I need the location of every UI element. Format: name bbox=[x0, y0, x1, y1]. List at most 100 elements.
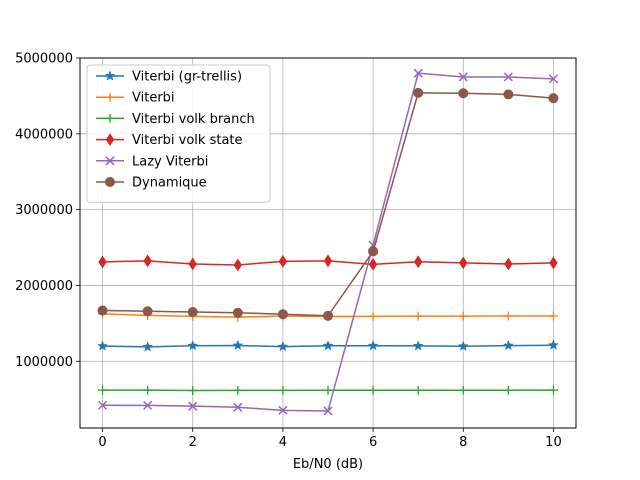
x-tick-label: 4 bbox=[279, 435, 287, 450]
series-0 bbox=[97, 339, 559, 352]
data-point bbox=[457, 340, 469, 351]
data-point bbox=[323, 310, 333, 321]
data-point bbox=[504, 257, 513, 271]
data-point bbox=[143, 254, 152, 268]
series-group bbox=[97, 68, 559, 416]
y-tick-label: 5000000 bbox=[15, 52, 73, 67]
legend-label: Viterbi (gr-trellis) bbox=[132, 70, 242, 85]
data-point bbox=[233, 385, 243, 395]
data-point bbox=[232, 339, 244, 351]
legend-marker bbox=[105, 113, 115, 123]
x-axis-label: Eb/N0 (dB) bbox=[293, 457, 363, 472]
data-point bbox=[97, 305, 108, 316]
y-tick-label: 1000000 bbox=[15, 355, 73, 370]
data-point bbox=[458, 385, 468, 395]
data-point bbox=[322, 340, 334, 351]
data-point bbox=[277, 340, 289, 352]
x-tick-label: 8 bbox=[459, 435, 467, 450]
data-point bbox=[277, 309, 288, 320]
data-point bbox=[323, 406, 333, 416]
data-point bbox=[502, 339, 514, 351]
legend-label: Viterbi volk branch bbox=[132, 112, 255, 127]
y-tick-label: 3000000 bbox=[15, 203, 73, 218]
data-point bbox=[233, 402, 243, 412]
legend-marker bbox=[105, 156, 115, 166]
data-point bbox=[413, 87, 424, 98]
data-point bbox=[187, 340, 199, 351]
data-point bbox=[458, 72, 468, 82]
data-point bbox=[142, 341, 154, 352]
legend-label: Dynamique bbox=[132, 176, 207, 191]
data-point bbox=[412, 340, 424, 351]
data-point bbox=[548, 311, 558, 321]
legend-marker bbox=[104, 70, 116, 81]
data-point bbox=[187, 306, 198, 317]
series-5 bbox=[97, 87, 559, 321]
data-point bbox=[413, 311, 423, 321]
data-point bbox=[142, 306, 153, 317]
legend-item: Dynamique bbox=[96, 176, 207, 191]
legend-item: Viterbi (gr-trellis) bbox=[96, 70, 242, 85]
data-point bbox=[413, 68, 423, 78]
x-tick-label: 0 bbox=[98, 435, 106, 450]
x-tick-label: 2 bbox=[189, 435, 197, 450]
data-point bbox=[368, 311, 378, 321]
legend-label: Lazy Viterbi bbox=[132, 154, 208, 169]
legend-box bbox=[86, 64, 271, 203]
legend-item: Lazy Viterbi bbox=[96, 154, 208, 169]
legend: Viterbi (gr-trellis) Viterbi Viterbi volk … bbox=[86, 64, 271, 203]
data-point bbox=[143, 385, 153, 395]
series-4 bbox=[98, 68, 558, 416]
series-2 bbox=[98, 385, 558, 395]
data-point bbox=[548, 385, 558, 395]
data-point bbox=[368, 385, 378, 395]
data-point bbox=[98, 255, 107, 269]
data-point bbox=[188, 257, 197, 271]
axis-ticks: 0 2 4 6 8 10 1000000 2000000 3000000 4000000 50000… bbox=[15, 52, 562, 451]
data-point bbox=[548, 339, 559, 350]
data-point bbox=[503, 385, 513, 395]
series-3 bbox=[98, 254, 558, 272]
y-tick-label: 4000000 bbox=[15, 127, 73, 142]
data-point bbox=[368, 257, 378, 271]
data-point bbox=[458, 88, 469, 99]
legend-item: Viterbi bbox=[96, 91, 175, 106]
data-point bbox=[458, 311, 468, 321]
data-point bbox=[548, 74, 558, 84]
data-point bbox=[413, 385, 423, 395]
x-tick-label: 10 bbox=[545, 435, 562, 450]
data-point bbox=[278, 385, 288, 395]
data-point bbox=[97, 340, 108, 351]
data-point bbox=[503, 89, 514, 100]
data-point bbox=[323, 385, 333, 395]
data-point bbox=[188, 401, 198, 411]
data-point bbox=[548, 93, 559, 104]
data-point bbox=[368, 246, 379, 257]
data-point bbox=[278, 254, 288, 268]
data-point bbox=[98, 385, 108, 395]
legend-item: Viterbi volk branch bbox=[96, 112, 255, 127]
y-tick-label: 2000000 bbox=[15, 279, 73, 294]
data-point bbox=[188, 385, 198, 395]
data-point bbox=[413, 255, 423, 269]
data-point bbox=[233, 258, 243, 272]
legend-marker bbox=[105, 92, 115, 102]
legend-item: Viterbi volk state bbox=[96, 133, 243, 148]
data-point bbox=[367, 340, 379, 351]
data-point bbox=[503, 311, 513, 321]
data-point bbox=[232, 307, 243, 318]
x-tick-label: 6 bbox=[369, 435, 377, 450]
data-point bbox=[323, 254, 333, 268]
plot-frame bbox=[79, 57, 577, 429]
data-point bbox=[503, 72, 513, 82]
legend-label: Viterbi bbox=[132, 91, 175, 106]
data-point bbox=[143, 400, 153, 410]
data-point bbox=[278, 405, 288, 415]
data-point bbox=[549, 256, 558, 270]
data-point bbox=[459, 256, 468, 270]
legend-label: Viterbi volk state bbox=[132, 133, 243, 148]
legend-marker bbox=[105, 133, 115, 147]
legend-marker bbox=[105, 177, 115, 187]
data-point bbox=[98, 400, 108, 410]
